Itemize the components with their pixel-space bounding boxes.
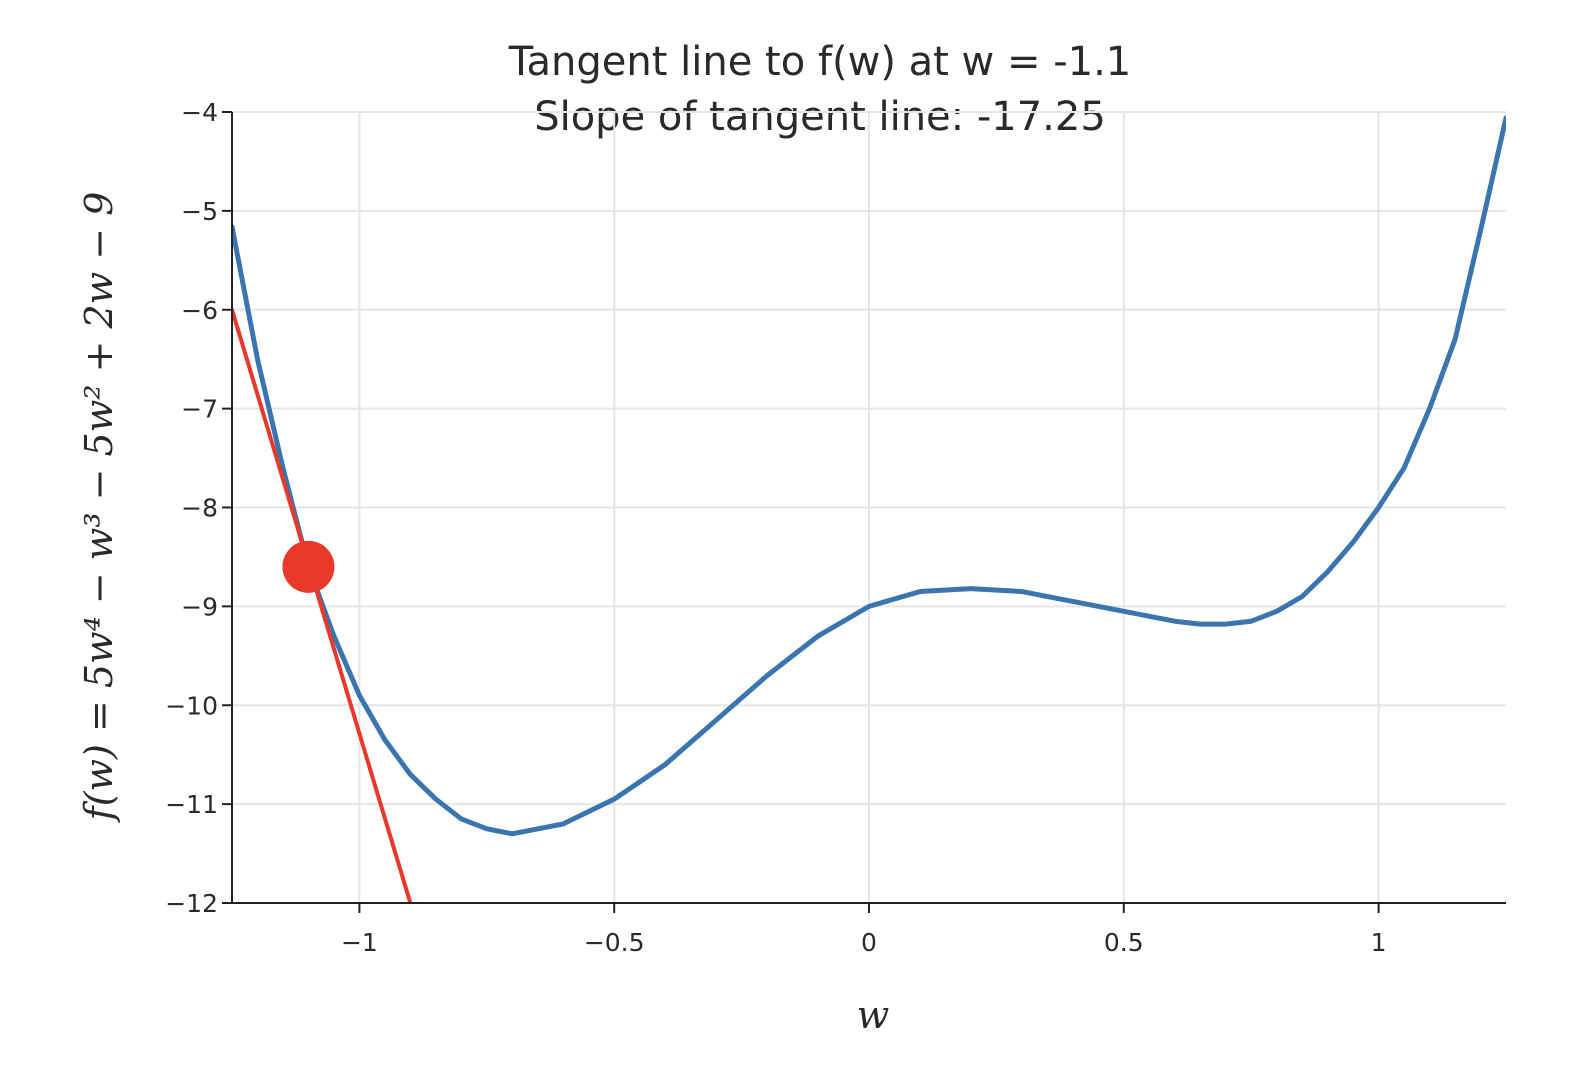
x-tick-label: 0 xyxy=(861,928,877,957)
y-tick-label: −5 xyxy=(181,197,218,226)
x-tick-label: 0.5 xyxy=(1104,928,1144,957)
x-tick-label: −1 xyxy=(341,928,378,957)
y-tick-label: −9 xyxy=(181,592,218,621)
y-tick-label: −11 xyxy=(165,790,218,819)
y-tick-label: −12 xyxy=(165,889,218,918)
tick-labels: −4 −5 −6 −7 −8 −9 −10 −11 −12 −1 −0.5 0 0.5 1 xyxy=(165,98,1386,957)
y-axis-title: f(w) = 5w⁴ − w³ − 5w² + 2w − 9 xyxy=(77,192,121,824)
plot-area xyxy=(232,115,1506,903)
y-tick-label: −6 xyxy=(181,296,218,325)
chart-title: Tangent line to f(w) at w = -1.1 Slope o… xyxy=(508,39,1132,140)
y-tick-label: −7 xyxy=(181,395,218,424)
chart-title-line: Tangent line to f(w) at w = -1.1 xyxy=(508,39,1132,85)
y-tick-label: −10 xyxy=(165,691,218,720)
x-tick-label: −0.5 xyxy=(584,928,645,957)
axes xyxy=(222,111,1506,913)
chart-subtitle-line: Slope of tangent line: -17.25 xyxy=(534,94,1106,140)
y-tick-label: −4 xyxy=(181,98,218,127)
y-tick-label: −8 xyxy=(181,494,218,523)
x-tick-label: 1 xyxy=(1371,928,1387,957)
function-curve-line xyxy=(232,115,1506,837)
tangent-point-marker xyxy=(282,540,335,593)
x-axis-title: w xyxy=(857,993,890,1037)
tangent-line xyxy=(232,307,413,903)
